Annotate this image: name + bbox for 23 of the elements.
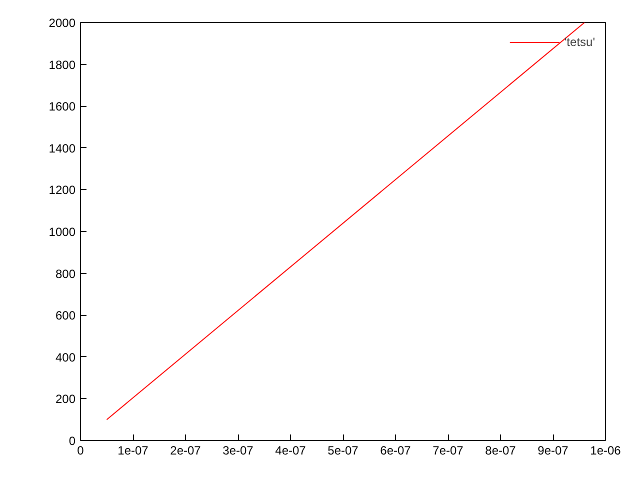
x-tick-label: 9e-07: [538, 444, 569, 458]
x-tick-label: 0: [77, 444, 84, 458]
y-tick-label: 200: [55, 392, 76, 406]
y-tick-label: 1200: [48, 183, 76, 198]
y-tick-label: 1400: [48, 141, 76, 156]
y-tick-label: 600: [55, 308, 76, 323]
x-tick-label: 3e-07: [222, 444, 254, 458]
x-tick-label: 5e-07: [328, 444, 359, 458]
x-tick-label: 1e-06: [590, 444, 622, 458]
x-tick-label: 1e-07: [118, 444, 149, 458]
y-tick-label: 1000: [48, 225, 76, 239]
y-tick-label: 0: [68, 434, 76, 448]
x-tick-label: 2e-07: [170, 444, 202, 458]
legend-label: 'tetsu': [564, 35, 595, 49]
x-tick-label: 6e-07: [380, 444, 412, 458]
y-tick-label: 800: [55, 266, 76, 281]
y-tick-label: 1800: [48, 58, 76, 72]
y-tick-label: 2000: [48, 16, 76, 30]
y-tick-label: 1600: [48, 100, 76, 114]
y-tick-label: 400: [55, 350, 76, 364]
x-tick-label: 7e-07: [432, 444, 464, 458]
x-tick-label: 8e-07: [485, 444, 516, 458]
x-tick-label: 4e-07: [275, 444, 306, 458]
